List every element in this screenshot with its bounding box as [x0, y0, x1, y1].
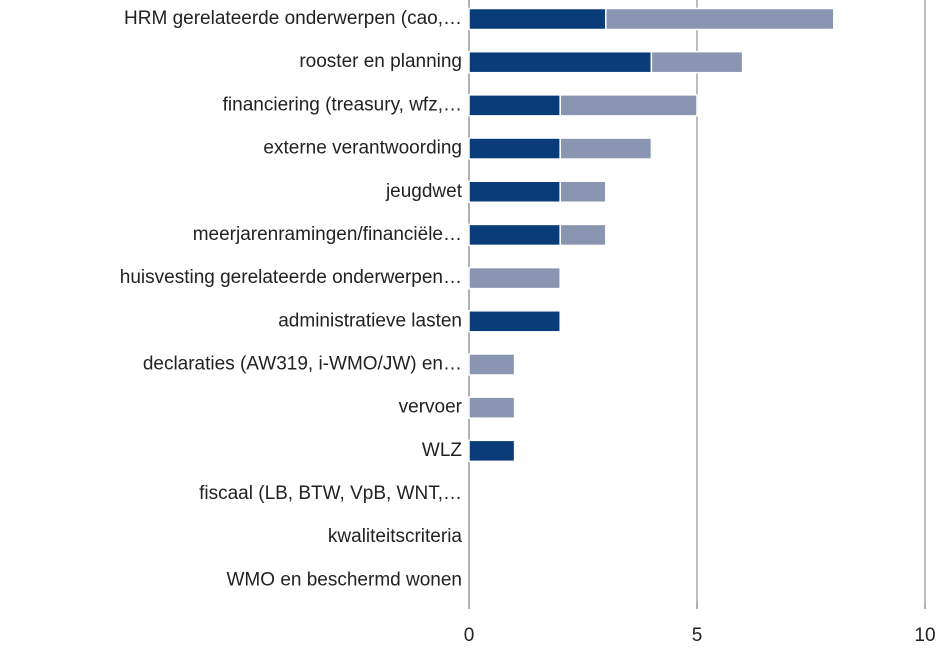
y-tick-label: WLZ — [422, 440, 463, 461]
bar-segment — [468, 50, 653, 74]
bar-segment — [559, 223, 607, 247]
y-tick-label: HRM gerelateerde onderwerpen (cao,… — [124, 8, 462, 29]
bar-segment — [559, 94, 698, 117]
bar-segment — [468, 266, 561, 290]
bar-segment — [468, 94, 561, 117]
bar-segment — [605, 7, 835, 31]
y-tick-label: financiering (treasury, wfz,… — [223, 94, 462, 115]
bar-segment — [468, 439, 516, 463]
bar-segment — [468, 137, 561, 160]
y-tick-label: administratieve lasten — [278, 310, 462, 331]
bar-segment — [559, 137, 653, 160]
bar-segment — [468, 396, 516, 419]
y-tick-label: externe verantwoording — [263, 138, 462, 159]
y-tick-label: kwaliteitscriteria — [328, 526, 463, 547]
y-tick-label: meerjarenramingen/financiële… — [193, 224, 462, 245]
y-tick-label: declaraties (AW319, i-WMO/JW) en… — [143, 353, 462, 374]
bar-segment — [468, 7, 607, 31]
x-tick-label: 10 — [914, 625, 935, 646]
bar-segment — [468, 310, 561, 333]
bar-segment — [468, 180, 561, 203]
y-tick-label: jeugdwet — [385, 181, 463, 202]
y-tick-label: WMO en beschermd wonen — [227, 569, 463, 590]
x-tick-label: 5 — [692, 625, 703, 646]
bar-segment — [468, 223, 561, 247]
bar-segment — [650, 50, 744, 74]
y-tick-label: rooster en planning — [299, 51, 462, 72]
x-tick-label: 0 — [464, 625, 475, 646]
y-tick-label: vervoer — [399, 397, 463, 418]
y-tick-label: fiscaal (LB, BTW, VpB, WNT,… — [199, 483, 462, 504]
y-tick-label: huisvesting gerelateerde onderwerpen… — [120, 267, 462, 288]
bar-segment — [559, 180, 607, 203]
bar-segment — [468, 353, 516, 376]
